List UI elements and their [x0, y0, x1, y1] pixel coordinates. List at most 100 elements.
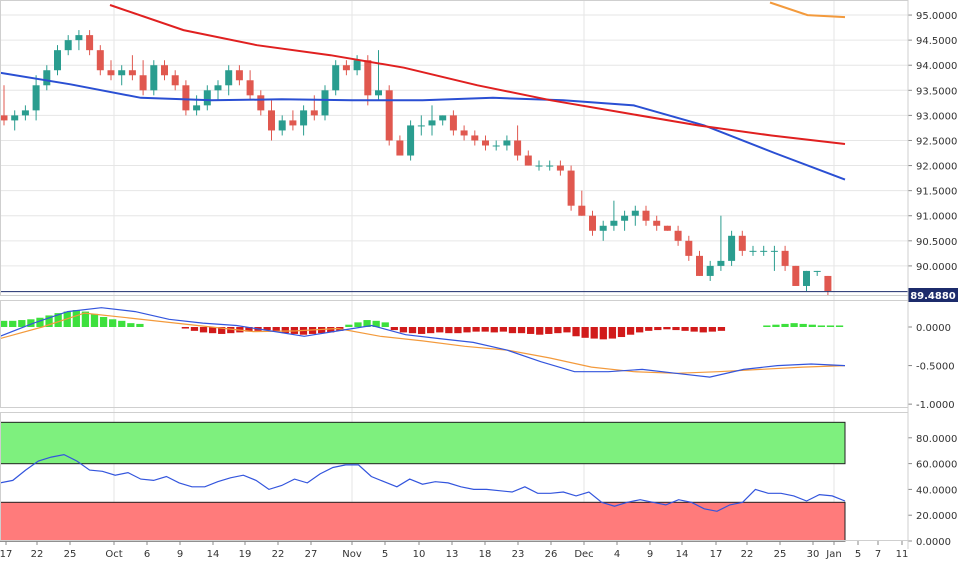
macd-hist-bar: [45, 315, 53, 327]
candle: [43, 65, 51, 91]
candle: [482, 135, 489, 151]
candle: [546, 160, 554, 171]
x-tick-label: 5: [855, 549, 861, 560]
candle-body: [503, 140, 511, 146]
macd-hist-bar: [699, 327, 707, 333]
candle-body: [32, 85, 40, 111]
x-axis: 17 22 25 Oct 6 9 14 19 22 27 Nov 5 10 13 18 23 26 Dec 4 9 14…: [0, 541, 908, 560]
price-panel: 90.0000 90.5000 91.0000 91.5000 92.0000 92.50…: [0, 0, 957, 541]
candle-body: [75, 35, 83, 41]
candle: [589, 210, 596, 236]
candle: [781, 245, 789, 271]
candle-body: [257, 95, 265, 111]
macd-tick-label: 0.0000: [916, 323, 951, 334]
candle-body: [460, 130, 468, 136]
macd-hist-bar: [835, 325, 844, 327]
price-tick-label: 94.5000: [916, 36, 957, 47]
x-tick-label: 9: [177, 549, 183, 560]
candle: [300, 105, 308, 136]
price-tick-label: 92.0000: [916, 162, 957, 173]
macd-hist-bar: [663, 327, 671, 330]
candle: [171, 70, 179, 91]
candle-body: [407, 125, 415, 156]
macd-hist-bar: [654, 327, 662, 331]
macd-hist-bar: [672, 327, 680, 331]
candle: [663, 225, 671, 231]
macd-hist-bar: [199, 327, 208, 333]
candle: [492, 140, 500, 151]
macd-hist-bar: [681, 327, 689, 331]
candle-body: [0, 115, 8, 121]
price-tick-label: 93.0000: [916, 111, 957, 122]
price-badge-label: 89.4880: [910, 291, 956, 302]
candle-body: [385, 90, 393, 141]
candle-body: [685, 240, 693, 256]
candle: [449, 110, 457, 136]
macd-hist-bar: [18, 320, 26, 327]
rsi-tick-label: 40.0000: [916, 485, 957, 496]
candle-body: [492, 145, 500, 147]
macd-hist-bar: [590, 327, 598, 339]
macd-hist-bar: [327, 327, 335, 333]
macd-hist-bar: [645, 327, 653, 331]
candle-body: [203, 90, 211, 106]
macd-hist-bar: [808, 324, 816, 327]
x-tick-label: 17: [0, 549, 12, 560]
x-tick-label: 27: [305, 549, 318, 560]
macd-hist-bar: [90, 313, 99, 327]
candle-body: [11, 115, 19, 121]
candle-body: [738, 235, 746, 251]
macd-hist-bar: [208, 327, 217, 334]
candle: [770, 245, 778, 271]
candle: [214, 80, 222, 101]
candle-body: [792, 265, 800, 286]
candle: [257, 90, 265, 116]
macd-hist-bar: [127, 323, 135, 327]
candle-body: [193, 105, 201, 111]
candle: [524, 150, 532, 166]
macd-hist-bar: [190, 327, 199, 331]
candle-body: [182, 85, 190, 111]
candle-body: [332, 65, 340, 91]
candle: [278, 115, 286, 136]
rsi-panel: 0.0000 20.0000 40.0000 60.0000 80.0000: [0, 421, 957, 548]
candle-body: [171, 75, 179, 86]
macd-hist-bar: [0, 320, 8, 327]
candle-body: [64, 40, 72, 51]
macd-hist-bar: [608, 327, 617, 339]
macd-hist-bar: [363, 320, 371, 327]
candle-body: [706, 265, 714, 276]
macd-hist-bar: [427, 327, 435, 334]
candle: [610, 200, 618, 231]
candle: [203, 85, 211, 111]
macd-hist-bar: [508, 327, 517, 334]
candle-body: [610, 220, 618, 226]
candle-body: [214, 85, 222, 91]
candle: [161, 60, 168, 81]
x-tick-label: 13: [446, 549, 459, 560]
price-tick-label: 92.5000: [916, 136, 957, 147]
macd-hist-bar: [545, 327, 553, 334]
candle-body: [482, 140, 489, 146]
candle: [674, 225, 682, 246]
macd-hist-bar: [281, 327, 289, 334]
candle: [428, 105, 436, 136]
x-tick-label: 5: [382, 549, 388, 560]
x-tick-label: Dec: [574, 549, 593, 560]
candle-body: [524, 155, 532, 166]
macd-hist-bar: [354, 322, 362, 327]
candle-body: [556, 165, 564, 171]
candle-body: [139, 75, 147, 91]
candle-body: [310, 110, 318, 116]
macd-hist-bar: [36, 317, 44, 327]
candle: [385, 85, 393, 146]
x-tick-label: 25: [774, 549, 787, 560]
macd-hist-bar: [72, 310, 80, 327]
candle-body: [43, 70, 51, 86]
x-tick-label: 11: [896, 549, 909, 560]
candle-body: [353, 60, 361, 71]
current-price-badge: 89.4880: [908, 288, 958, 302]
candle: [321, 85, 329, 121]
candle: [375, 50, 382, 101]
macd-hist-bar: [436, 327, 444, 333]
